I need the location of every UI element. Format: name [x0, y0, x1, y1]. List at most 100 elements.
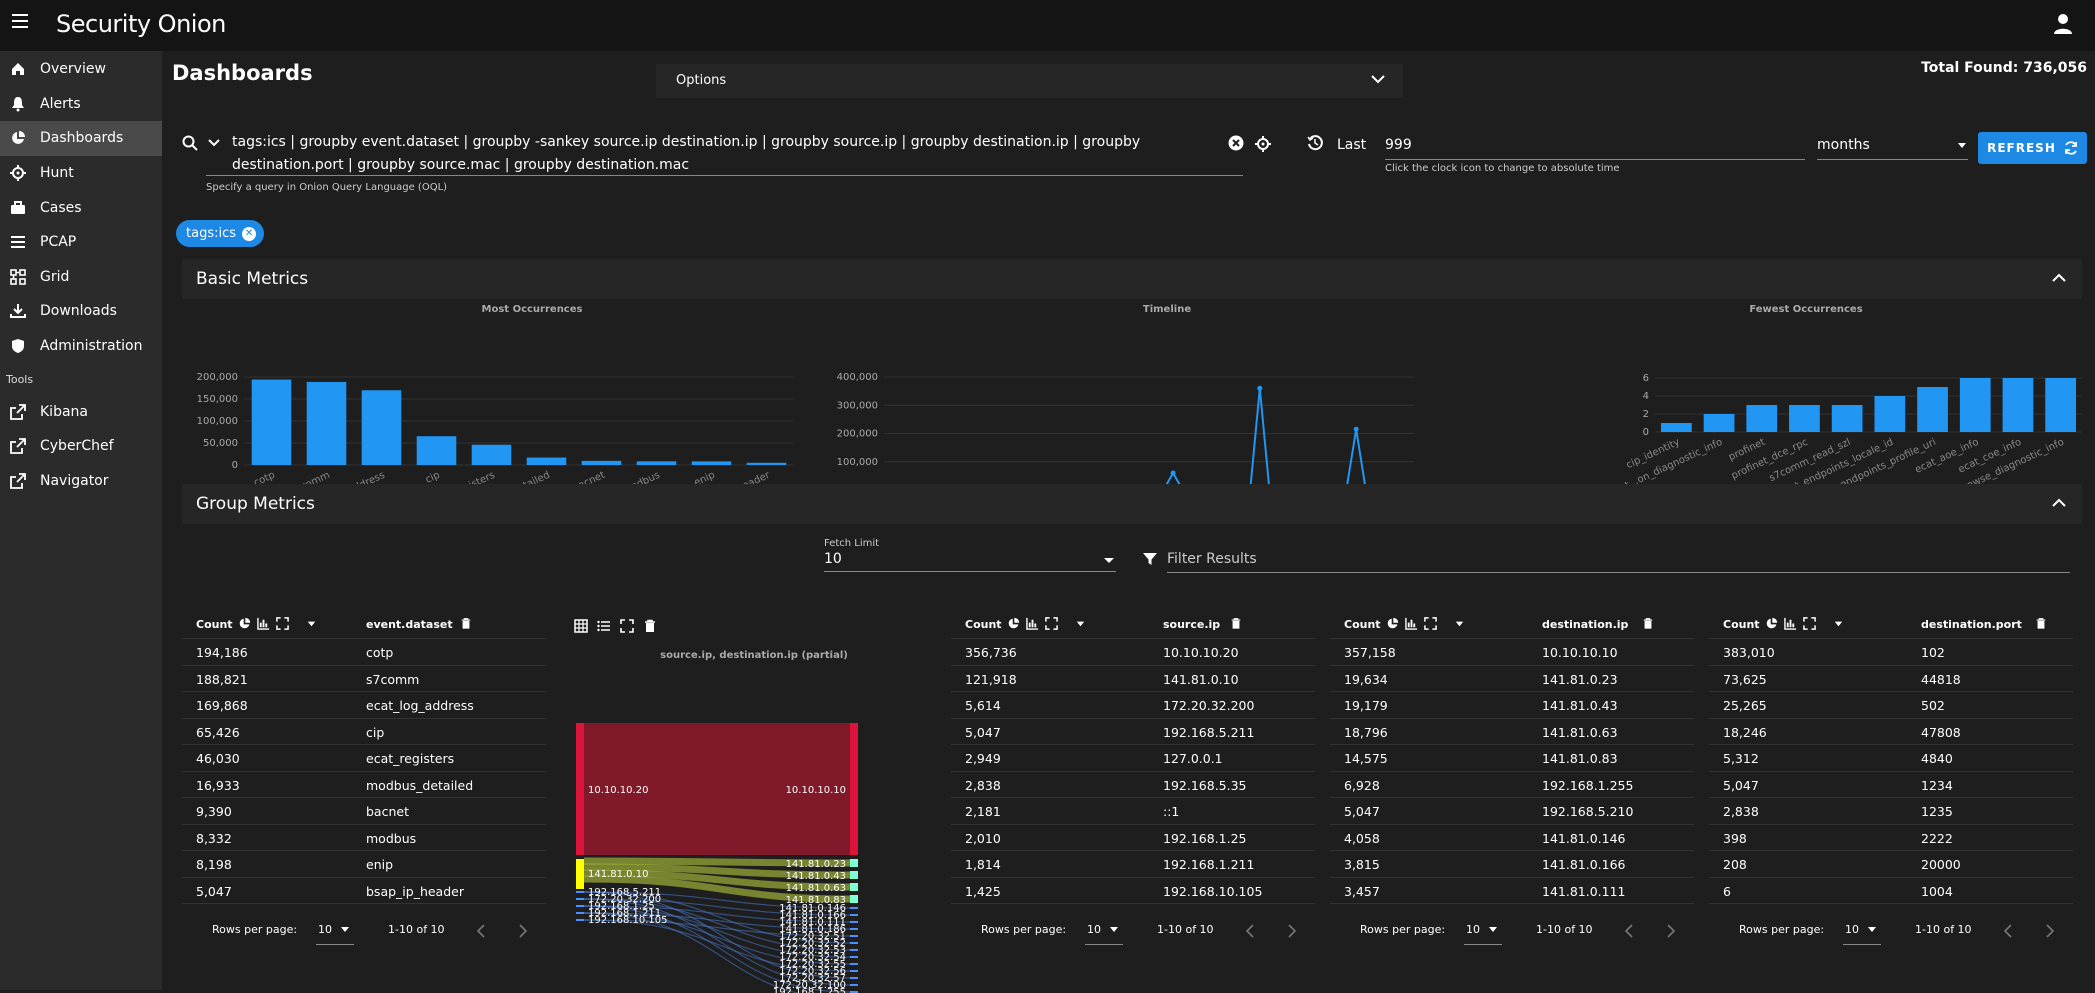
- chevron-up-icon[interactable]: [2052, 498, 2066, 508]
- count-header[interactable]: Count: [1344, 617, 1381, 631]
- sankey-flow[interactable]: [583, 898, 851, 986]
- timeline-point[interactable]: [1257, 385, 1263, 391]
- table-row[interactable]: 188,821 s7comm: [182, 664, 546, 692]
- history-clock-icon[interactable]: [1307, 135, 1323, 151]
- sidebar-item-cyberchef[interactable]: CyberChef: [0, 429, 162, 464]
- sidebar-item-navigator[interactable]: Navigator: [0, 464, 162, 499]
- table-row[interactable]: 208 20000: [1709, 850, 2073, 877]
- table-row[interactable]: 5,614 172.20.32.200: [951, 691, 1315, 718]
- value-cell[interactable]: 192.168.5.35: [1163, 777, 1247, 793]
- next-page-icon[interactable]: [518, 924, 528, 938]
- sankey-flow[interactable]: [583, 875, 851, 903]
- next-page-icon[interactable]: [1666, 924, 1676, 938]
- sankey-target-node[interactable]: [850, 956, 858, 958]
- fullscreen-icon[interactable]: [1424, 617, 1437, 630]
- list-view-icon[interactable]: [597, 619, 611, 633]
- value-cell[interactable]: 192.168.1.211: [1163, 857, 1255, 872]
- value-cell[interactable]: 1235: [1921, 804, 1953, 819]
- table-row[interactable]: 9,390 bacnet: [182, 797, 546, 824]
- field-header[interactable]: destination.port: [1921, 617, 2022, 631]
- query-history-chevron-icon[interactable]: [208, 139, 220, 147]
- sankey-flow[interactable]: [583, 898, 851, 951]
- value-cell[interactable]: 502: [1921, 698, 1945, 713]
- bar-cotp[interactable]: [251, 379, 292, 465]
- table-row[interactable]: 383,010 102: [1709, 638, 2073, 665]
- caret-down-icon[interactable]: [305, 617, 318, 630]
- value-cell[interactable]: 192.168.1.25: [1163, 830, 1247, 846]
- sankey-flow[interactable]: [583, 869, 851, 891]
- pie-chart-icon[interactable]: [1386, 617, 1399, 630]
- basic-metrics-header[interactable]: Basic Metrics: [182, 259, 2082, 299]
- sankey-flow[interactable]: [583, 905, 851, 958]
- field-header[interactable]: destination.ip: [1542, 617, 1629, 631]
- value-cell[interactable]: 20000: [1921, 857, 1961, 872]
- search-icon[interactable]: [182, 135, 198, 151]
- table-row[interactable]: 194,186 cotp: [182, 638, 546, 665]
- query-input[interactable]: tags:ics | groupby event.dataset | group…: [232, 134, 1141, 173]
- sankey-target-node[interactable]: [850, 907, 858, 909]
- user-account-icon[interactable]: [2053, 13, 2073, 35]
- caret-down-icon[interactable]: [1488, 926, 1498, 934]
- table-row[interactable]: 5,312 4840: [1709, 744, 2073, 771]
- fullscreen-icon[interactable]: [620, 619, 634, 633]
- value-cell[interactable]: 141.81.0.63: [1542, 724, 1618, 740]
- next-page-icon[interactable]: [1287, 924, 1297, 938]
- sankey-target-node[interactable]: [850, 928, 858, 930]
- table-row[interactable]: 8,332 modbus: [182, 823, 546, 851]
- delete-icon[interactable]: [1230, 617, 1242, 630]
- value-cell[interactable]: enip: [366, 857, 394, 872]
- field-header[interactable]: event.dataset: [366, 617, 453, 631]
- sankey-flow[interactable]: [584, 723, 850, 855]
- pie-chart-icon[interactable]: [1007, 617, 1020, 630]
- table-row[interactable]: 356,736 10.10.10.20: [951, 638, 1315, 665]
- timeline-point[interactable]: [1353, 426, 1359, 432]
- filter-results-input[interactable]: Filter Results: [1167, 551, 1257, 567]
- sidebar-item-cases[interactable]: Cases: [0, 190, 162, 225]
- bar-s7comm[interactable]: [306, 381, 347, 465]
- group-metrics-header[interactable]: Group Metrics: [182, 484, 2082, 524]
- fullscreen-icon[interactable]: [1045, 617, 1058, 630]
- value-cell[interactable]: cotp: [366, 645, 394, 660]
- table-row[interactable]: 4,058 141.81.0.146: [1330, 823, 1694, 851]
- sankey-flow[interactable]: [583, 891, 851, 979]
- sankey-flow[interactable]: [583, 905, 851, 923]
- value-cell[interactable]: 10.10.10.10: [1542, 645, 1618, 660]
- table-view-icon[interactable]: [574, 619, 588, 633]
- sankey-source-node[interactable]: [576, 891, 584, 893]
- value-cell[interactable]: 44818: [1921, 671, 1961, 687]
- sidebar-item-dashboards[interactable]: Dashboards: [0, 121, 162, 156]
- table-row[interactable]: 18,246 47808: [1709, 717, 2073, 745]
- options-expander[interactable]: Options: [656, 64, 1403, 98]
- caret-down-icon[interactable]: [340, 926, 350, 934]
- table-row[interactable]: 1,425 192.168.10.105: [951, 876, 1315, 904]
- value-cell[interactable]: 172.20.32.200: [1163, 698, 1255, 713]
- sankey-target-node[interactable]: [850, 914, 858, 916]
- table-row[interactable]: 19,634 141.81.0.23: [1330, 664, 1694, 692]
- value-cell[interactable]: 192.168.1.255: [1542, 777, 1634, 793]
- bar-chart-icon[interactable]: [1784, 617, 1797, 630]
- refresh-button[interactable]: REFRESH: [1978, 132, 2087, 164]
- sankey-flow[interactable]: [583, 912, 851, 965]
- value-cell[interactable]: bsap_ip_header: [366, 883, 464, 899]
- bar-ecat_coe_info[interactable]: [2002, 378, 2034, 432]
- chevron-up-icon[interactable]: [2052, 273, 2066, 283]
- table-row[interactable]: 6 1004: [1709, 876, 2073, 904]
- sankey-target-node[interactable]: [850, 984, 858, 986]
- bar-chart-icon[interactable]: [1026, 617, 1039, 630]
- bar-cip[interactable]: [416, 436, 457, 465]
- caret-down-icon[interactable]: [1867, 926, 1877, 934]
- rows-per-page-select[interactable]: 10: [1087, 923, 1101, 936]
- time-unit-select[interactable]: months: [1817, 137, 1870, 153]
- table-row[interactable]: 2,181::1: [951, 797, 1315, 824]
- rows-per-page-select[interactable]: 10: [318, 923, 332, 936]
- value-cell[interactable]: 192.168.5.210: [1542, 804, 1634, 819]
- sidebar-item-downloads[interactable]: Downloads: [0, 294, 162, 329]
- value-cell[interactable]: 141.81.0.10: [1163, 671, 1239, 687]
- sankey-flow[interactable]: [583, 891, 851, 944]
- field-header[interactable]: source.ip: [1163, 617, 1221, 631]
- sankey-target-node[interactable]: [850, 871, 858, 879]
- sankey-target-node[interactable]: [850, 977, 858, 979]
- delete-icon[interactable]: [1642, 617, 1654, 630]
- table-row[interactable]: 169,868 ecat_log_address: [182, 691, 546, 718]
- table-row[interactable]: 357,158 10.10.10.10: [1330, 638, 1694, 665]
